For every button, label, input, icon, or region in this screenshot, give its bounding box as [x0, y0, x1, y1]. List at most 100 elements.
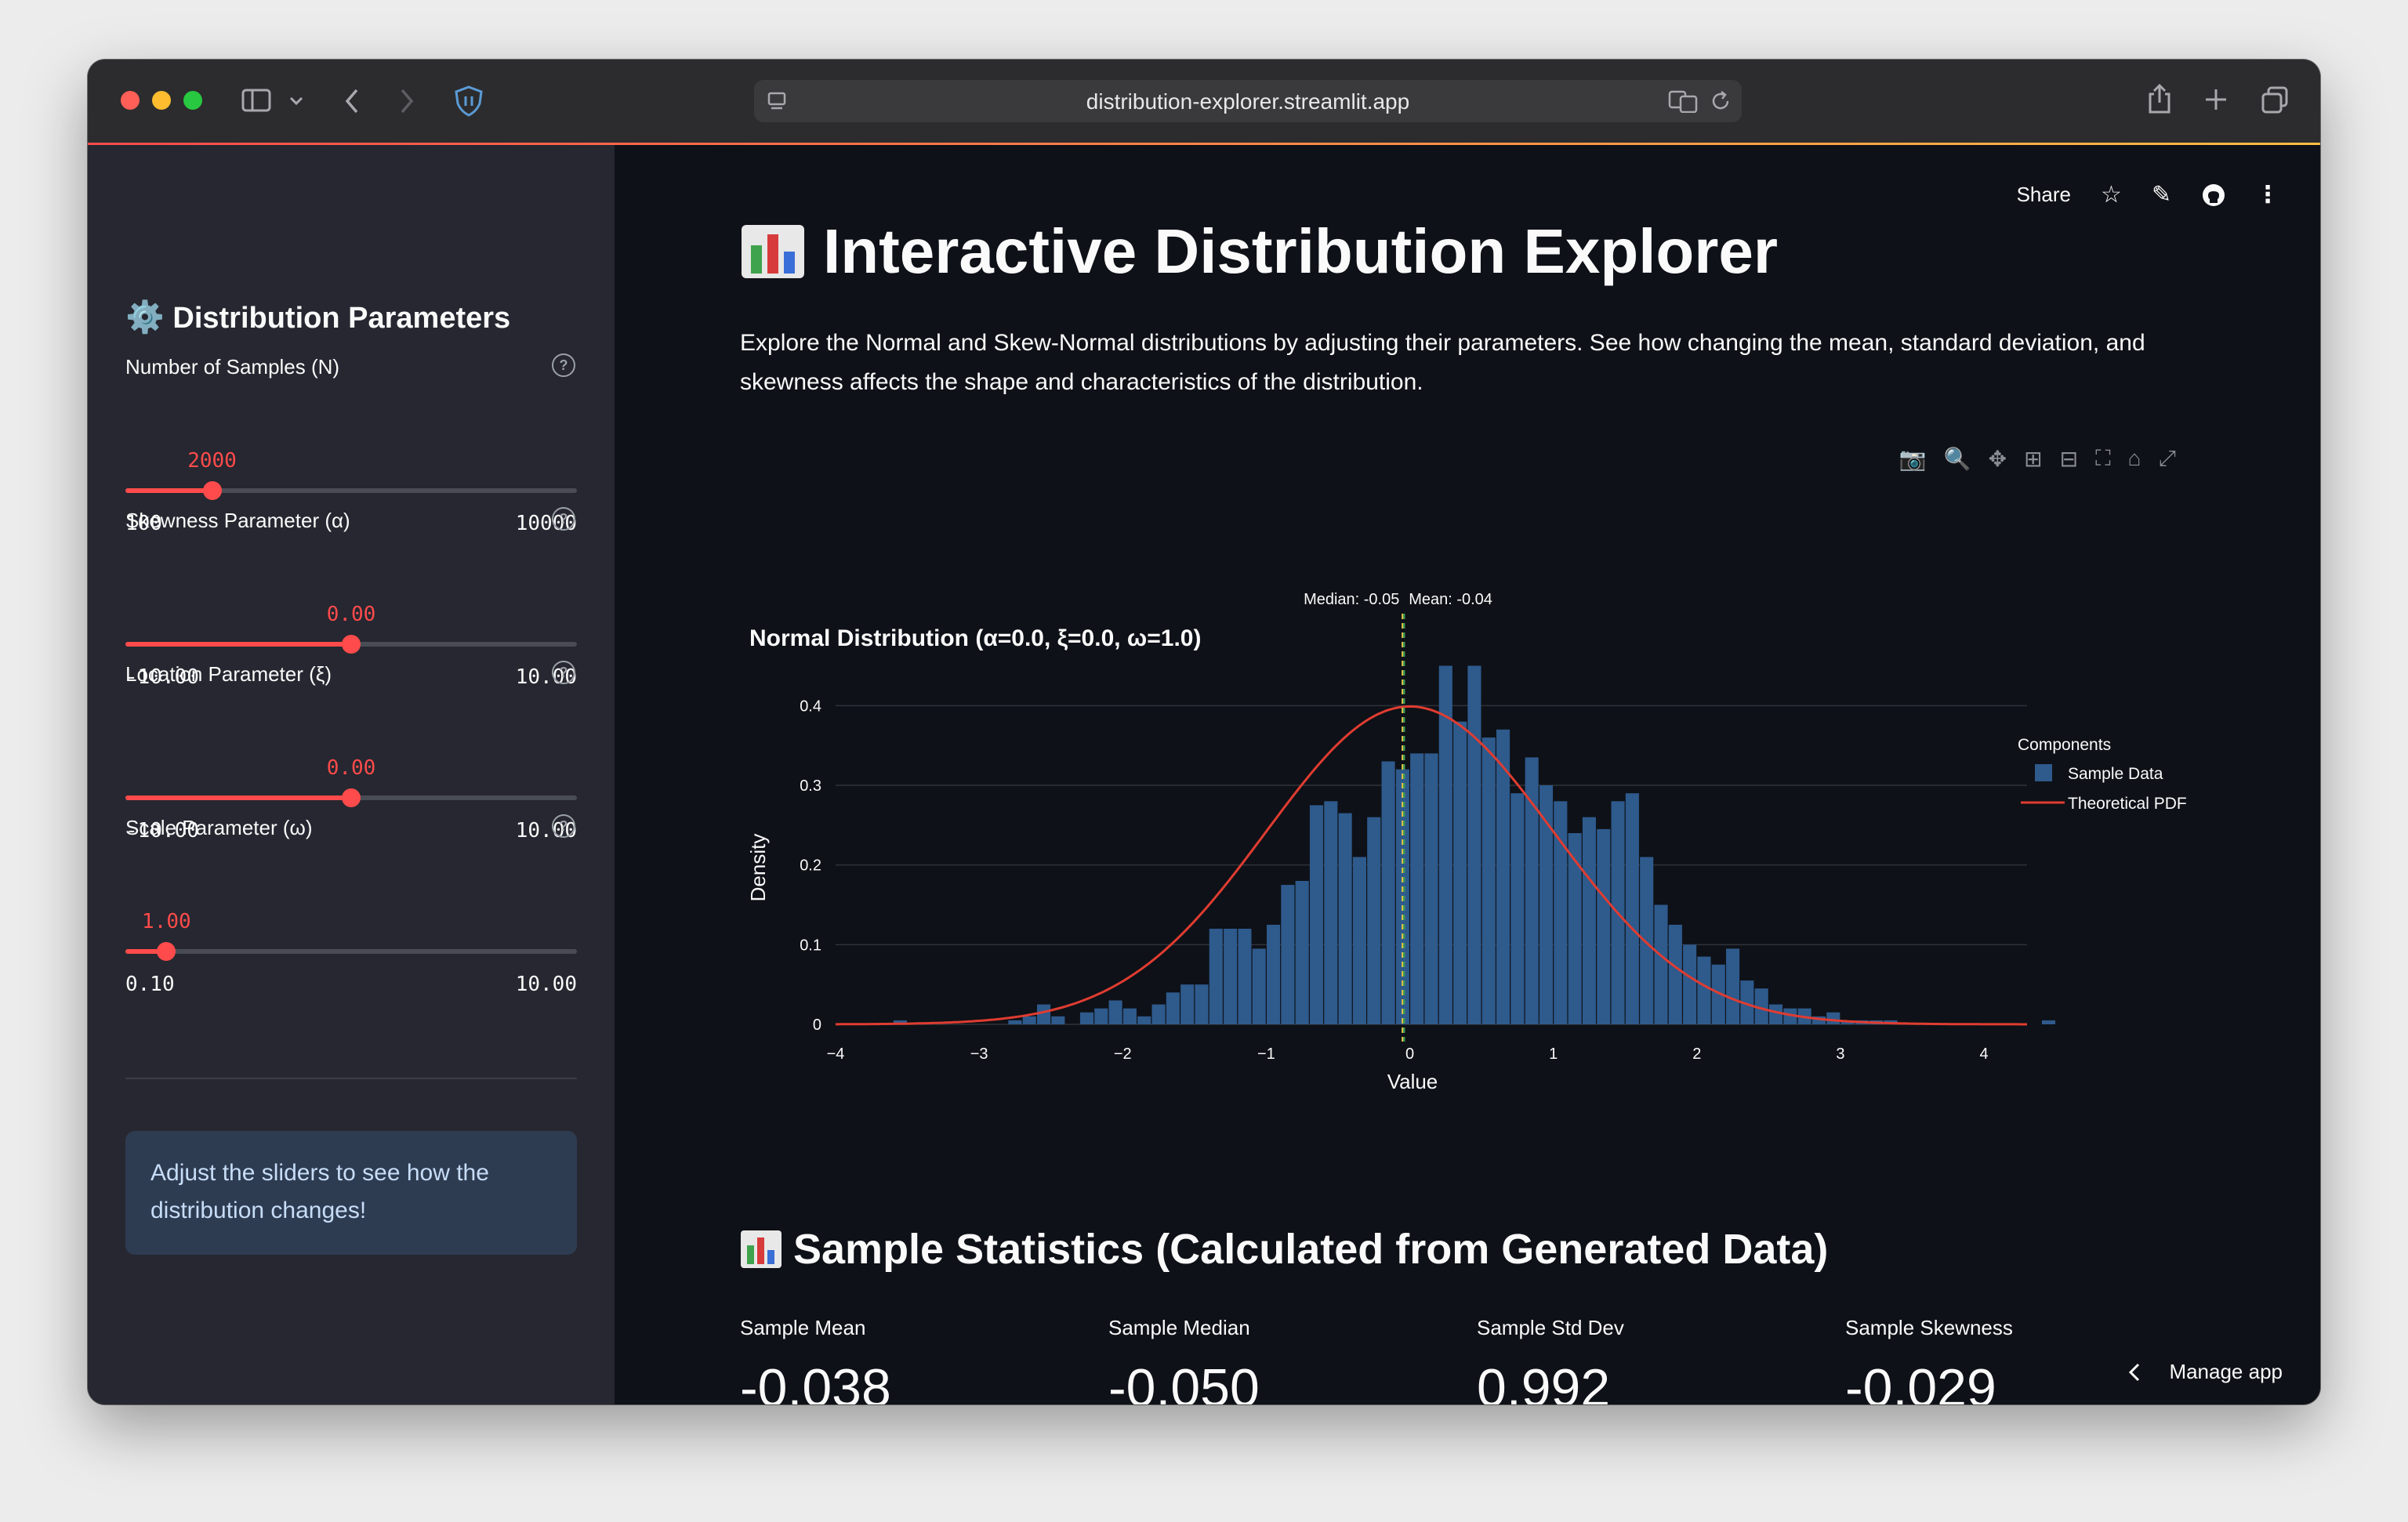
histogram-bar — [1668, 924, 1682, 1024]
samples-slider[interactable]: 2000 — [125, 449, 577, 500]
metric-sample-median: Sample Median -0.050 — [1108, 1316, 1260, 1404]
manage-app-button[interactable]: Manage app — [2128, 1360, 2283, 1384]
new-tab-icon[interactable] — [2204, 88, 2228, 111]
histogram-bar — [1568, 833, 1582, 1024]
location-slider[interactable]: 0.00 — [125, 756, 577, 807]
page-title: Interactive Distribution Explorer — [740, 216, 1778, 288]
camera-icon[interactable]: 📷 — [1898, 447, 1927, 471]
forward-icon[interactable] — [398, 88, 415, 114]
metric-value: -0.050 — [1108, 1358, 1260, 1404]
x-tick-label: 1 — [1549, 1045, 1558, 1063]
plot-modebar: 📷 🔍 ✥ ⊞ ⊟ ⛶ ⌂ ⤢ — [1899, 446, 2176, 472]
metric-value: -0.029 — [1845, 1358, 1996, 1404]
slider-thumb[interactable] — [342, 788, 361, 807]
histogram-bar — [1166, 992, 1180, 1024]
x-axis-label: Value — [1387, 1070, 1438, 1093]
help-icon[interactable]: ? — [552, 353, 575, 377]
histogram-bar — [1625, 793, 1639, 1024]
y-tick-label: 0.3 — [800, 777, 821, 795]
slider-min: 0.10 — [125, 973, 175, 996]
slider-thumb[interactable] — [342, 635, 361, 654]
zoom-in-icon[interactable]: ⊞ — [2024, 447, 2043, 471]
share-browser-icon[interactable] — [2146, 83, 2173, 114]
autoscale-icon[interactable]: ⛶ — [2095, 446, 2111, 470]
address-bar[interactable]: distribution-explorer.streamlit.app — [754, 80, 1742, 122]
chevron-left-icon — [2129, 1363, 2140, 1381]
info-text: Adjust the sliders to see how the distri… — [150, 1160, 489, 1223]
histogram-bar — [1036, 1004, 1051, 1024]
browser-toolbar: distribution-explorer.streamlit.app — [88, 60, 2320, 144]
translate-icon[interactable] — [1668, 89, 1698, 113]
zoom-icon[interactable]: 🔍 — [1943, 447, 1971, 471]
skewness-slider[interactable]: 0.00 — [125, 603, 577, 654]
histogram-bar — [1438, 665, 1452, 1024]
tab-overview-icon[interactable] — [2261, 86, 2289, 114]
minimize-window-button[interactable] — [152, 91, 171, 110]
histogram-bar — [1381, 761, 1395, 1024]
x-tick-label: −1 — [1257, 1045, 1275, 1063]
histogram-bar — [1467, 665, 1481, 1024]
help-icon[interactable]: ? — [552, 814, 575, 838]
stats-heading-text: Sample Statistics (Calculated from Gener… — [793, 1226, 1829, 1273]
scale-slider[interactable]: 1.00 — [125, 910, 577, 961]
edit-icon[interactable]: ✎ — [2151, 182, 2171, 208]
median-annotation: Median: -0.05 — [1304, 591, 1399, 608]
histogram-bar — [1051, 1016, 1065, 1024]
legend-theoretical-pdf[interactable]: Theoretical PDF — [2068, 795, 2187, 813]
back-icon[interactable] — [343, 88, 361, 114]
histogram-bar — [1252, 948, 1266, 1024]
zoom-out-icon[interactable]: ⊟ — [2059, 447, 2079, 471]
slider-thumb[interactable] — [157, 942, 176, 961]
pan-icon[interactable]: ✥ — [1988, 447, 2007, 471]
metric-sample-mean: Sample Mean -0.038 — [740, 1316, 891, 1404]
y-tick-label: 0.4 — [800, 698, 821, 715]
legend-swatch-sample — [2035, 764, 2052, 781]
page-settings-icon[interactable] — [767, 91, 787, 111]
legend-sample-data[interactable]: Sample Data — [2068, 765, 2163, 783]
chevron-down-icon[interactable] — [288, 96, 304, 107]
reload-icon[interactable] — [1709, 89, 1732, 113]
stats-heading: Sample Statistics (Calculated from Gener… — [740, 1225, 1828, 1274]
metric-sample-std-dev: Sample Std Dev 0.992 — [1477, 1316, 1624, 1404]
slider-value: 1.00 — [142, 910, 191, 933]
histogram-bar — [1711, 964, 1725, 1024]
histogram-bar — [1582, 817, 1597, 1024]
github-icon[interactable] — [2201, 183, 2226, 208]
slider-thumb[interactable] — [202, 481, 222, 500]
metric-sample-skewness: Sample Skewness -0.029 — [1845, 1316, 2013, 1404]
histogram-bar — [1324, 801, 1338, 1024]
share-button[interactable]: Share — [2016, 183, 2071, 206]
histogram-bar — [1137, 1016, 1151, 1024]
slider-fill — [125, 488, 212, 493]
histogram-bar — [1122, 1008, 1137, 1024]
y-axis-label: Density — [746, 834, 770, 902]
slider-value: 0.00 — [326, 756, 376, 780]
histogram-bar — [1338, 813, 1352, 1024]
close-window-button[interactable] — [121, 91, 140, 110]
x-tick-label: 2 — [1692, 1045, 1701, 1063]
manage-app-label: Manage app — [2169, 1360, 2283, 1383]
distribution-chart[interactable]: Normal Distribution (α=0.0, ξ=0.0, ω=1.0… — [740, 466, 2229, 1109]
y-tick-label: 0.2 — [800, 857, 821, 875]
fullscreen-icon[interactable]: ⤢ — [2158, 446, 2176, 470]
sidebar: ⚙️ Distribution Parameters Number of Sam… — [88, 145, 615, 1404]
help-icon[interactable]: ? — [552, 507, 575, 531]
help-icon[interactable]: ? — [552, 661, 575, 684]
more-menu-icon[interactable]: ⋮ — [2256, 182, 2279, 208]
shield-icon[interactable] — [453, 85, 484, 118]
histogram-bar — [1481, 737, 1496, 1024]
scale-slider-range: 0.10 10.00 — [125, 973, 577, 996]
home-icon[interactable]: ⌂ — [2127, 446, 2141, 470]
chart-title: Normal Distribution (α=0.0, ξ=0.0, ω=1.0… — [749, 625, 1201, 651]
histogram-bar — [1525, 757, 1539, 1024]
histogram-bar — [1295, 881, 1309, 1024]
histogram-bar — [1768, 1004, 1783, 1024]
histogram-bar — [1238, 929, 1252, 1024]
sidebar-toggle-icon[interactable] — [241, 88, 273, 113]
histogram-bar — [1266, 924, 1281, 1024]
histogram-bar — [1352, 857, 1366, 1024]
zoom-window-button[interactable] — [183, 91, 202, 110]
histogram-bar — [1826, 1012, 1840, 1024]
slider-fill — [125, 795, 351, 800]
star-icon[interactable]: ☆ — [2100, 182, 2122, 208]
